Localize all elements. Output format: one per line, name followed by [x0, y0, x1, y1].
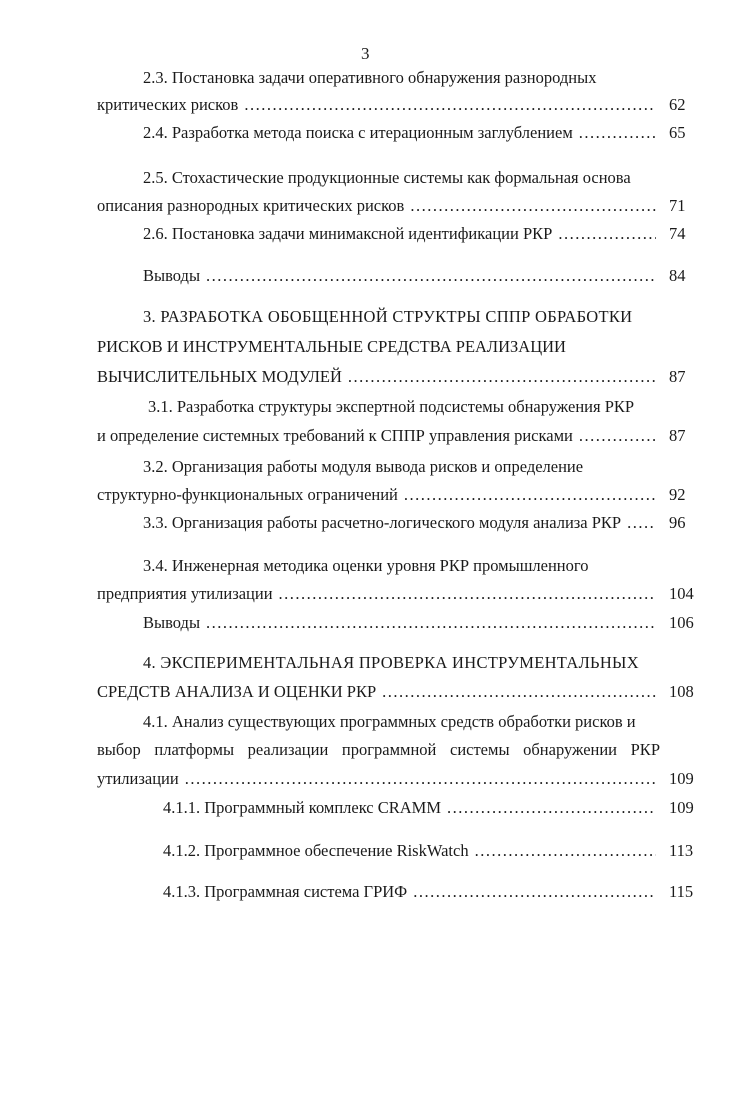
toc-line: 4.1.3. Программная система ГРИФ	[163, 882, 408, 901]
toc-line: утилизации	[97, 769, 179, 788]
toc-line: 3.1. Разработка структуры экспертной под…	[148, 397, 635, 416]
leader-dots	[244, 94, 656, 116]
toc-entry-3-1: и определение системных требований к СПП…	[97, 425, 660, 447]
toc-line: ВЫЧИСЛИТЕЛЬНЫХ МОДУЛЕЙ	[97, 367, 342, 386]
toc-entry-4-1: утилизации	[97, 768, 660, 790]
toc-line: Выводы	[143, 266, 201, 285]
toc-entry-4-1-3: 4.1.3. Программная система ГРИФ	[163, 881, 660, 903]
toc-page: 87	[669, 367, 686, 386]
toc-page: 108	[669, 682, 694, 701]
leader-dots	[382, 681, 656, 703]
toc-line: СРЕДСТВ АНАЛИЗА И ОЦЕНКИ РКР	[97, 682, 377, 701]
toc-page: 104	[669, 584, 694, 603]
toc-line: Выводы	[143, 613, 201, 632]
toc-page: 113	[669, 841, 694, 860]
toc-line: 3.2. Организация работы модуля вывода ри…	[143, 457, 584, 476]
toc-entry-2-4: 2.4. Разработка метода поиска с итерацио…	[143, 122, 660, 144]
toc-line: 2.4. Разработка метода поиска с итерацио…	[143, 123, 573, 142]
toc-line: критических рисков	[97, 95, 239, 114]
toc-page: 74	[669, 224, 686, 243]
toc-entry-3-3: 3.3. Организация работы расчетно-логичес…	[143, 512, 660, 534]
toc-entry-3: ВЫЧИСЛИТЕЛЬНЫХ МОДУЛЕЙ	[97, 366, 660, 388]
toc-page: 109	[669, 798, 694, 817]
leader-dots	[185, 768, 656, 790]
toc-line: 4.1. Анализ существующих программных сре…	[143, 712, 636, 731]
leader-dots	[558, 223, 656, 245]
toc-entry-2-5: описания разнородных критических рисков	[97, 195, 660, 217]
leader-dots	[413, 881, 656, 903]
toc-page: 115	[669, 882, 694, 901]
toc-page: 106	[669, 613, 694, 632]
toc-page: 71	[669, 196, 686, 215]
page-number: 3	[361, 44, 370, 63]
toc-entry-4: СРЕДСТВ АНАЛИЗА И ОЦЕНКИ РКР	[97, 681, 660, 703]
toc-entry-2-6: 2.6. Постановка задачи минимаксной идент…	[143, 223, 660, 245]
leader-dots	[475, 840, 656, 862]
toc-page: 62	[669, 95, 686, 114]
leader-dots	[206, 612, 656, 634]
leader-dots	[410, 195, 656, 217]
toc-line: 4. ЭКСПЕРИМЕНТАЛЬНАЯ ПРОВЕРКА ИНСТРУМЕНТ…	[143, 653, 639, 672]
toc-line: 4.1.1. Программный комплекс CRAMM	[163, 798, 442, 817]
toc-entry-3-4: предприятия утилизации	[97, 583, 660, 605]
toc-line: 3.4. Инженерная методика оценки уровня Р…	[143, 556, 589, 575]
leader-dots	[279, 583, 656, 605]
toc-page: 65	[669, 123, 686, 142]
leader-dots	[447, 797, 656, 819]
toc-entry-4-1-2: 4.1.2. Программное обеспечение RiskWatch	[163, 840, 660, 862]
toc-line: и определение системных требований к СПП…	[97, 426, 573, 445]
toc-page: 109	[669, 769, 694, 788]
toc-line: 3. РАЗРАБОТКА ОБОБЩЕННОЙ СТРУКТРЫ СППР О…	[143, 307, 633, 326]
toc-line: предприятия утилизации	[97, 584, 273, 603]
toc-entry-3-2: структурно-функциональных ограничений	[97, 484, 660, 506]
toc-entry-conclusions-3: Выводы	[143, 612, 660, 634]
leader-dots	[579, 425, 656, 447]
toc-line: структурно-функциональных ограничений	[97, 485, 398, 504]
toc-entry-conclusions-2: Выводы	[143, 265, 660, 287]
toc-page: 84	[669, 266, 686, 285]
toc-line: описания разнородных критических рисков	[97, 196, 405, 215]
leader-dots	[404, 484, 656, 506]
toc-line: 2.5. Стохастические продукционные систем…	[143, 168, 631, 187]
toc-page: 96	[669, 513, 686, 532]
leader-dots	[206, 265, 656, 287]
toc-line: 4.1.2. Программное обеспечение RiskWatch	[163, 841, 469, 860]
toc-page: 87	[669, 426, 686, 445]
toc-line: 2.6. Постановка задачи минимаксной идент…	[143, 224, 553, 243]
leader-dots	[627, 512, 656, 534]
leader-dots	[579, 122, 656, 144]
toc-line: РИСКОВ И ИНСТРУМЕНТАЛЬНЫЕ СРЕДСТВА РЕАЛИ…	[97, 337, 566, 356]
toc-page: 92	[669, 485, 686, 504]
toc-entry-2-3: критических рисков	[97, 94, 660, 116]
toc-line: 3.3. Организация работы расчетно-логичес…	[143, 513, 622, 532]
toc-entry-4-1-1: 4.1.1. Программный комплекс CRAMM	[163, 797, 660, 819]
leader-dots	[348, 366, 656, 388]
toc-line: 2.3. Постановка задачи оперативного обна…	[143, 68, 597, 87]
toc-line: выбор платформы реализации программной с…	[97, 740, 660, 759]
